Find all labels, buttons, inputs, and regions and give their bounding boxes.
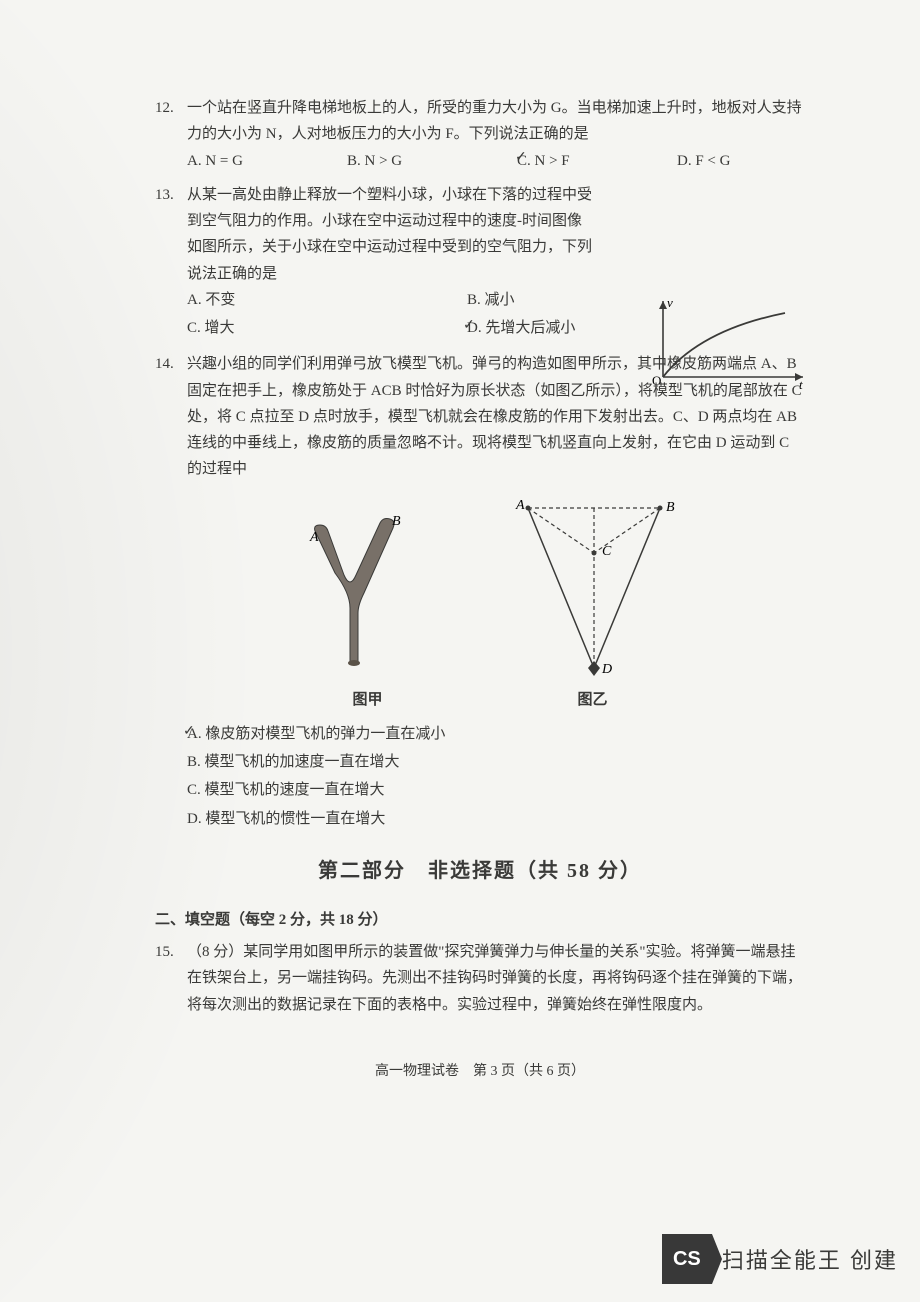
question-14: 14. 兴趣小组的同学们利用弹弓放飞模型飞机。弹弓的构造如图甲所示，其中橡皮筋两…	[155, 351, 805, 832]
svg-text:B: B	[666, 500, 675, 515]
page-footer: 高一物理试卷 第 3 页（共 6 页）	[155, 1060, 805, 1085]
q12-c-handmark: ✓	[515, 146, 527, 171]
q14-figure-jia: A B	[280, 493, 430, 668]
q14-option-c: C. 模型飞机的速度一直在增大	[187, 777, 805, 803]
q13-number: 13.	[155, 182, 174, 208]
scanner-watermark: CS 扫描全能王 创建	[662, 1234, 898, 1284]
question-12: 12. 一个站在竖直升降电梯地板上的人，所受的重力大小为 G。当电梯加速上升时，…	[155, 95, 805, 174]
svg-text:C: C	[602, 544, 612, 559]
q12-d-label: D. F < G	[677, 153, 730, 169]
q13-d-handmark: ✓	[463, 314, 475, 339]
q13-text: 从某一高处由静止释放一个塑料小球，小球在下落的过程中受到空气阻力的作用。小球在空…	[155, 182, 595, 287]
q14-a-handmark: ✓	[183, 720, 195, 745]
q13-c-label: C. 增大	[187, 320, 235, 336]
page-content: 12. 一个站在竖直升降电梯地板上的人，所受的重力大小为 G。当电梯加速上升时，…	[155, 95, 805, 1084]
q14-b-label: B. 模型飞机的加速度一直在增大	[187, 754, 400, 770]
q14-d-label: D. 模型飞机的惯性一直在增大	[187, 811, 385, 827]
section-2-header: 第二部分 非选择题（共 58 分）	[155, 854, 805, 889]
q14-cap-jia: 图甲	[352, 687, 382, 713]
q12-option-c: C. N > F ✓	[517, 148, 677, 174]
q14-text: 兴趣小组的同学们利用弹弓放飞模型飞机。弹弓的构造如图甲所示，其中橡皮筋两端点 A…	[155, 351, 805, 482]
q14-a-label: A. 橡皮筋对模型飞机的弹力一直在减小	[187, 726, 445, 742]
svg-text:A: A	[309, 530, 319, 545]
q13-option-c: C. 增大	[187, 315, 467, 341]
q12-options: A. N = G B. N > G C. N > F ✓ D. F < G	[155, 148, 805, 174]
q15-number: 15.	[155, 939, 174, 965]
q12-option-a: A. N = G	[187, 148, 347, 174]
q14-options: A. 橡皮筋对模型飞机的弹力一直在减小 ✓ B. 模型飞机的加速度一直在增大 C…	[155, 721, 805, 832]
q13-option-a: A. 不变	[187, 287, 467, 313]
q14-option-d: D. 模型飞机的惯性一直在增大	[187, 806, 805, 832]
q14-cap-yi: 图乙	[578, 687, 608, 713]
q13-v-axis-label: v	[667, 295, 673, 310]
q13-d-label: D. 先增大后减小	[467, 320, 575, 336]
svg-text:A: A	[515, 498, 525, 513]
fill-blank-header: 二、填空题（每空 2 分，共 18 分）	[155, 907, 805, 933]
q12-a-label: A. N = G	[187, 153, 243, 169]
svg-text:D: D	[601, 662, 612, 677]
q12-option-d: D. F < G	[677, 148, 797, 174]
q14-option-a: A. 橡皮筋对模型飞机的弹力一直在减小 ✓	[187, 721, 805, 747]
q13-b-label: B. 减小	[467, 292, 515, 308]
q12-text: 一个站在竖直升降电梯地板上的人，所受的重力大小为 G。当电梯加速上升时，地板对人…	[155, 95, 805, 148]
q12-number: 12.	[155, 95, 174, 121]
q14-captions: 图甲 图乙	[155, 687, 805, 713]
cs-badge-icon: CS	[662, 1234, 712, 1284]
svg-text:B: B	[392, 514, 401, 529]
watermark-text: 扫描全能王 创建	[722, 1243, 898, 1275]
question-15: 15. （8 分）某同学用如图甲所示的装置做"探究弹簧弹力与伸长量的关系"实验。…	[155, 939, 805, 1018]
q13-a-label: A. 不变	[187, 292, 235, 308]
q12-option-b: B. N > G	[347, 148, 517, 174]
q14-figure-yi: A B C D	[510, 493, 680, 683]
q14-option-b: B. 模型飞机的加速度一直在增大	[187, 749, 805, 775]
q12-b-label: B. N > G	[347, 153, 402, 169]
q14-number: 14.	[155, 351, 174, 377]
q15-text: （8 分）某同学用如图甲所示的装置做"探究弹簧弹力与伸长量的关系"实验。将弹簧一…	[155, 939, 805, 1018]
q14-c-label: C. 模型飞机的速度一直在增大	[187, 782, 385, 798]
q14-figures: A B A B C D	[155, 493, 805, 683]
